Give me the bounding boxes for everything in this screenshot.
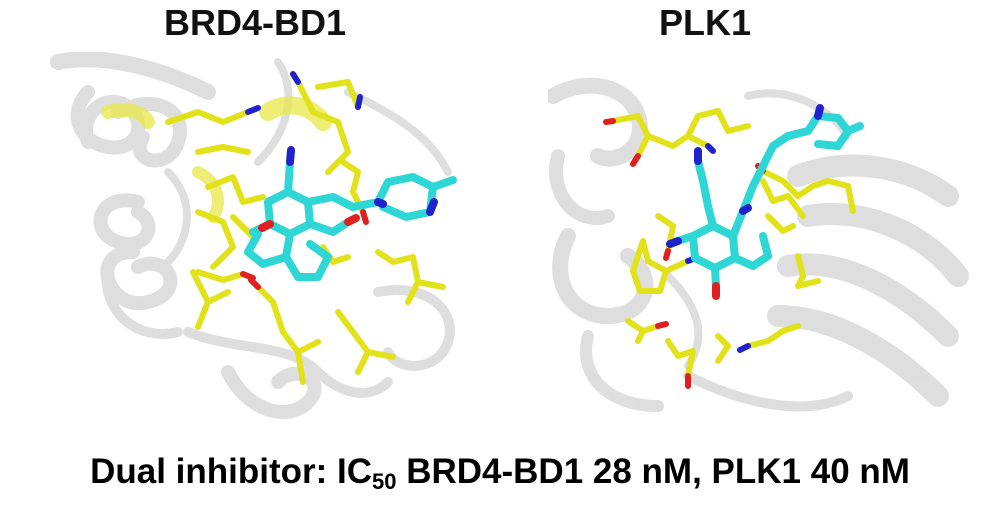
- heteroatoms: [240, 71, 369, 290]
- caption-subscript: 50: [372, 469, 397, 494]
- protein-ribbon: [548, 77, 969, 412]
- residue-sticks: [610, 108, 856, 379]
- heteroatoms: [603, 118, 766, 389]
- brd4-bd1-structure-image: [50, 52, 457, 419]
- ligand-heteroatoms: [258, 146, 438, 232]
- caption-prefix: Dual inhibitor: IC: [90, 452, 372, 491]
- brd4-bd1-panel-title: BRD4-BD1: [163, 2, 347, 43]
- protein-ribbon: [50, 52, 455, 419]
- residue-sticks: [165, 79, 446, 385]
- ligand-sticks: [674, 112, 864, 290]
- plk1-structure-image: [548, 77, 969, 412]
- ic50-caption: Dual inhibitor: IC50 BRD4-BD1 28 nM, PLK…: [0, 452, 1000, 495]
- plk1-panel-title: PLK1: [658, 2, 752, 43]
- caption-suffix: BRD4-BD1 28 nM, PLK1 40 nM: [396, 452, 910, 491]
- ligand-heteroatoms: [666, 104, 824, 300]
